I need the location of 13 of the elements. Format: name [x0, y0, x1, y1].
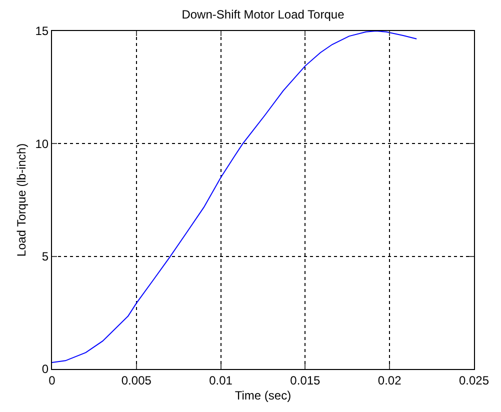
chart-title: Down-Shift Motor Load Torque	[182, 7, 345, 22]
y-axis-title: Load Torque (lb-inch)	[14, 143, 29, 257]
x-axis-title: Time (sec)	[234, 388, 292, 402]
x-tick-label: 0.005	[121, 373, 152, 388]
x-tick-label: 0.015	[290, 373, 321, 388]
y-tick-label: 15	[35, 24, 49, 38]
x-tick-label: 0.025	[458, 373, 490, 388]
line-series	[52, 31, 418, 363]
y-tick-label: 10	[35, 136, 49, 151]
y-tick-label: 0	[42, 362, 49, 376]
x-tick-label: 0.02	[378, 373, 402, 388]
y-tick-label: 5	[42, 250, 49, 264]
x-tick-label: 0.01	[209, 373, 233, 388]
